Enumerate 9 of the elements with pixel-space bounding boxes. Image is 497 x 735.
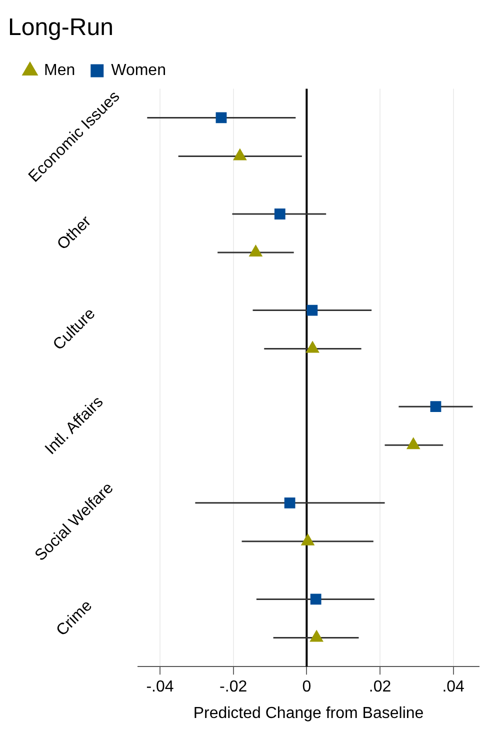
x-tick-label: .04 [442, 678, 465, 696]
x-tick-label: -.02 [220, 678, 248, 696]
x-tick-label: 0 [302, 678, 312, 696]
legend-label: Men [44, 62, 76, 80]
x-axis-title: Predicted Change from Baseline [193, 704, 424, 722]
x-tick-label: .02 [368, 678, 392, 696]
legend-label: Women [111, 62, 166, 80]
chart-title: Long-Run [8, 14, 114, 42]
x-tick-label: -.04 [146, 678, 174, 696]
